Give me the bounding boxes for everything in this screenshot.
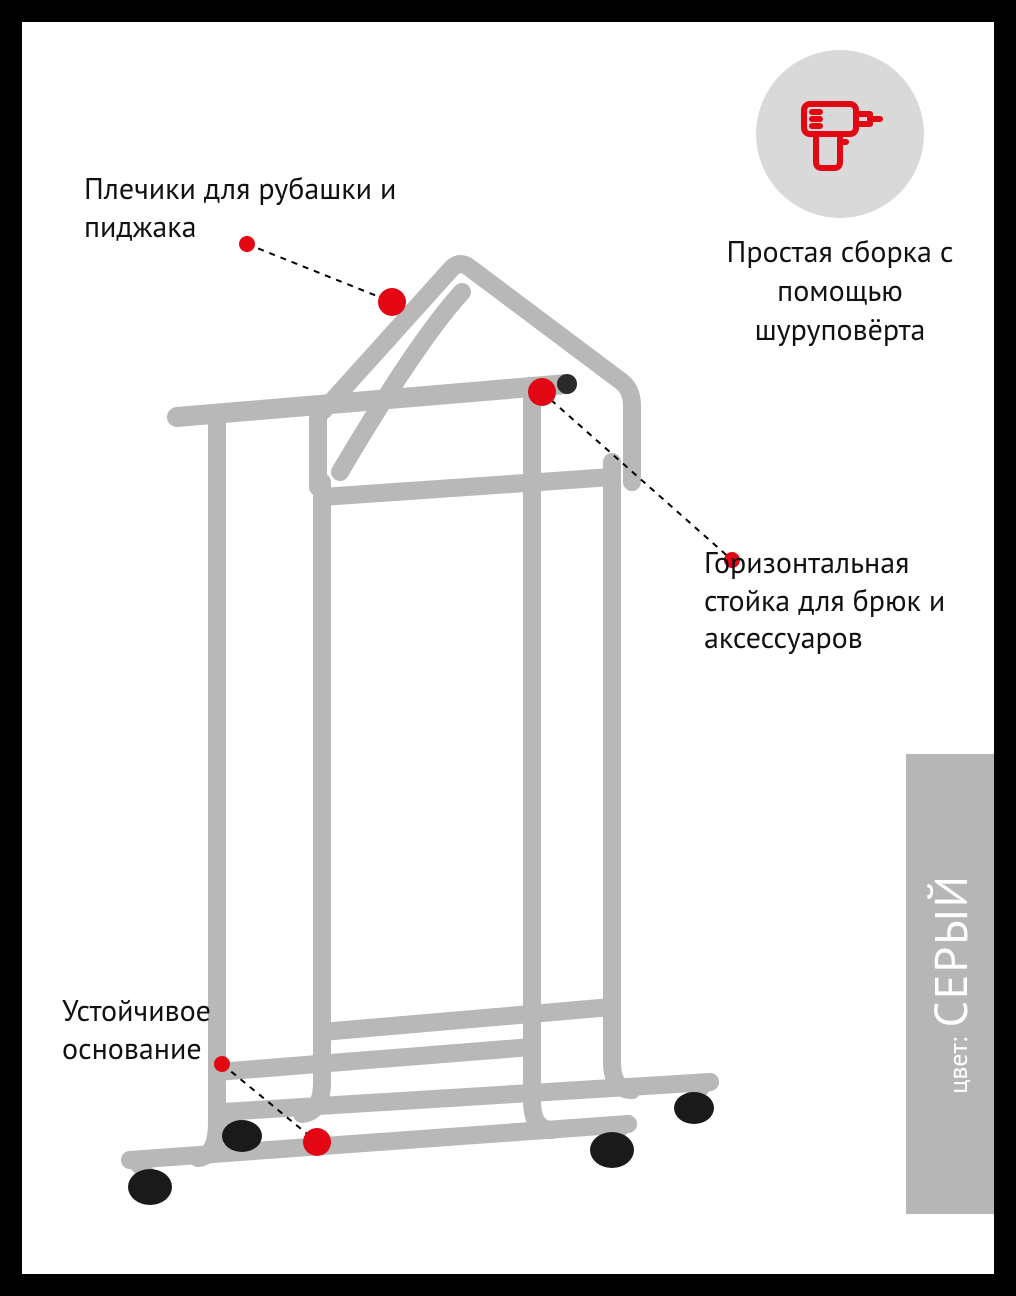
callout-label-hanger: Плечики для рубашки и пиджака xyxy=(84,170,424,245)
assembly-text: Простая сборка с помощью шуруповёрта xyxy=(710,232,970,349)
canvas: Плечики для рубашки и пиджака Горизонтал… xyxy=(22,22,994,1274)
infographic-frame: Плечики для рубашки и пиджака Горизонтал… xyxy=(0,0,1016,1296)
callout-label-bar: Горизонтальная стойка для брюк и аксессу… xyxy=(704,544,984,657)
assembly-badge xyxy=(756,50,924,218)
color-tag: цвет: СЕРЫЙ xyxy=(906,754,994,1214)
callout-label-base: Устойчивое основание xyxy=(62,992,272,1067)
drill-icon xyxy=(790,84,890,184)
color-tag-label: цвет: xyxy=(942,1037,975,1093)
color-tag-value: СЕРЫЙ xyxy=(920,874,980,1027)
